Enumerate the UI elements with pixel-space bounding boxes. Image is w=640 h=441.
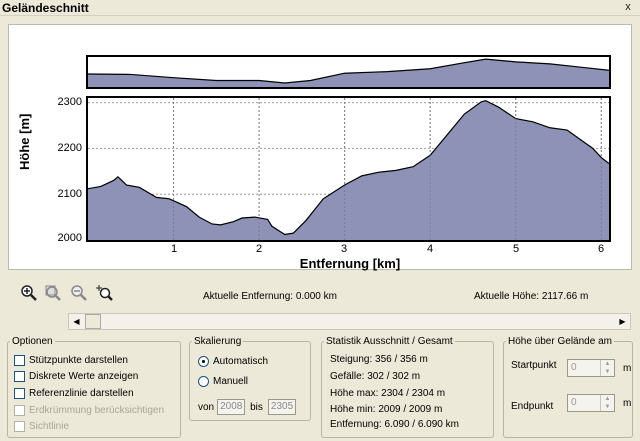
y-axis-label: Höhe [m] [17,113,32,170]
option-earth-curvature: Erdkrümmung berücksichtigen [14,405,164,416]
ytick-label: 2300 [57,96,82,108]
ytick-label: 2200 [57,142,82,154]
end-point-row: 0 ▲ ▼ m [567,394,631,412]
x-axis-label: Entfernung [km] [299,256,401,271]
options-legend: Optionen [12,336,53,347]
option-label: Diskrete Werte anzeigen [29,371,139,382]
stat-descent: Gefälle: 302 / 302 m [330,371,421,382]
xtick-label: 3 [340,243,348,255]
spinner-arrows-icon[interactable]: ▲ ▼ [600,395,614,411]
start-point-label: Startpunkt [511,360,557,371]
zoom-select-icon[interactable] [96,284,114,302]
stat-ascent: Steigung: 356 / 356 m [330,354,428,365]
overview-profile[interactable] [86,55,611,89]
xtick-label: 6 [597,243,605,255]
radio-button[interactable] [198,376,209,387]
option-reference-line[interactable]: Referenzlinie darstellen [14,388,134,399]
terrain-height-group: Höhe über Gelände am [503,336,633,438]
terrain-legend: Höhe über Gelände am [508,336,612,347]
xtick-label: 5 [512,243,520,255]
spinner-arrows-icon[interactable]: ▲ ▼ [600,360,614,376]
title-bar: Geländeschnitt x [0,0,640,16]
overview-svg [88,58,609,87]
start-point-value: 0 [571,362,577,373]
overview-line [88,58,609,84]
checkbox[interactable] [14,388,25,399]
scaling-manual-option[interactable]: Manuell [198,376,248,387]
end-point-value: 0 [571,397,577,408]
ytick-label: 2000 [57,232,82,244]
close-button[interactable]: x [625,1,631,13]
to-label: bis [250,401,263,413]
stat-height-max: Höhe max: 2304 / 2304 m [330,388,446,399]
zoom-out-icon[interactable] [44,284,62,302]
radio-button[interactable] [198,356,209,367]
main-profile-chart[interactable] [86,96,611,242]
window-title: Geländeschnitt [2,1,89,15]
scrollbar-thumb[interactable] [85,314,101,329]
options-group: Optionen [7,336,181,438]
from-input[interactable]: 2008 [217,399,246,415]
scaling-auto-label: Automatisch [213,356,269,367]
statistics-group: Statistik Ausschnitt / Gesamt [321,336,494,438]
option-label: Sichtlinie [29,421,70,432]
stat-height-min: Höhe min: 2009 / 2009 m [330,404,443,415]
scaling-group: Skalierung [189,336,311,421]
scroll-right-icon[interactable]: ▶ [619,317,626,326]
scaling-range: von 2008 bis 2305 [198,399,296,415]
current-distance-status: Aktuelle Entfernung: 0.000 km [203,291,337,302]
profile-area [88,100,609,240]
checkbox[interactable] [14,371,25,382]
current-height-status: Aktuelle Höhe: 2117.66 m [474,291,589,302]
horizontal-scrollbar[interactable]: ◀ ▶ [68,313,631,330]
checkbox [14,405,25,416]
start-point-row: 0 ▲ ▼ m [567,359,631,377]
start-point-spinner[interactable]: 0 ▲ ▼ [567,359,615,377]
end-unit: m [623,397,632,409]
from-label: von [198,401,215,413]
zoom-icon[interactable] [70,284,88,302]
option-label: Referenzlinie darstellen [29,388,134,399]
xtick-label: 1 [170,243,178,255]
scaling-manual-label: Manuell [213,376,249,387]
overview-area [88,59,609,87]
main-chart-svg [88,98,609,240]
scroll-left-icon[interactable]: ◀ [73,317,80,326]
xtick-label: 2 [255,243,263,255]
end-point-spinner[interactable]: 0 ▲ ▼ [567,394,615,412]
xtick-label: 4 [426,243,434,255]
zoom-in-icon[interactable] [20,284,38,302]
start-unit: m [623,362,632,374]
option-discrete-values[interactable]: Diskrete Werte anzeigen [14,371,138,382]
checkbox[interactable] [14,355,25,366]
profile-line [88,100,609,236]
scaling-auto-option[interactable]: Automatisch [198,356,268,367]
scaling-legend: Skalierung [194,336,242,347]
ytick-label: 2100 [57,188,82,200]
stat-distance: Entfernung: 6.090 / 6.090 km [330,419,459,430]
option-line-of-sight: Sichtlinie [14,421,69,432]
checkbox [14,421,25,432]
statistics-legend: Statistik Ausschnitt / Gesamt [326,336,453,347]
to-input[interactable]: 2305 [267,399,296,415]
end-point-label: Endpunkt [511,401,554,412]
option-label: Erdkrümmung berücksichtigen [29,405,165,416]
option-show-points[interactable]: Stützpunkte darstellen [14,355,128,366]
option-label: Stützpunkte darstellen [29,355,128,366]
